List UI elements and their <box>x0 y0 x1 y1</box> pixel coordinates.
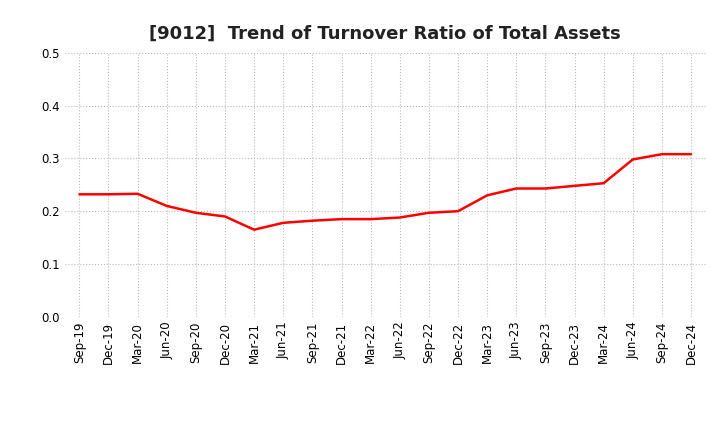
Title: [9012]  Trend of Turnover Ratio of Total Assets: [9012] Trend of Turnover Ratio of Total … <box>149 25 621 43</box>
